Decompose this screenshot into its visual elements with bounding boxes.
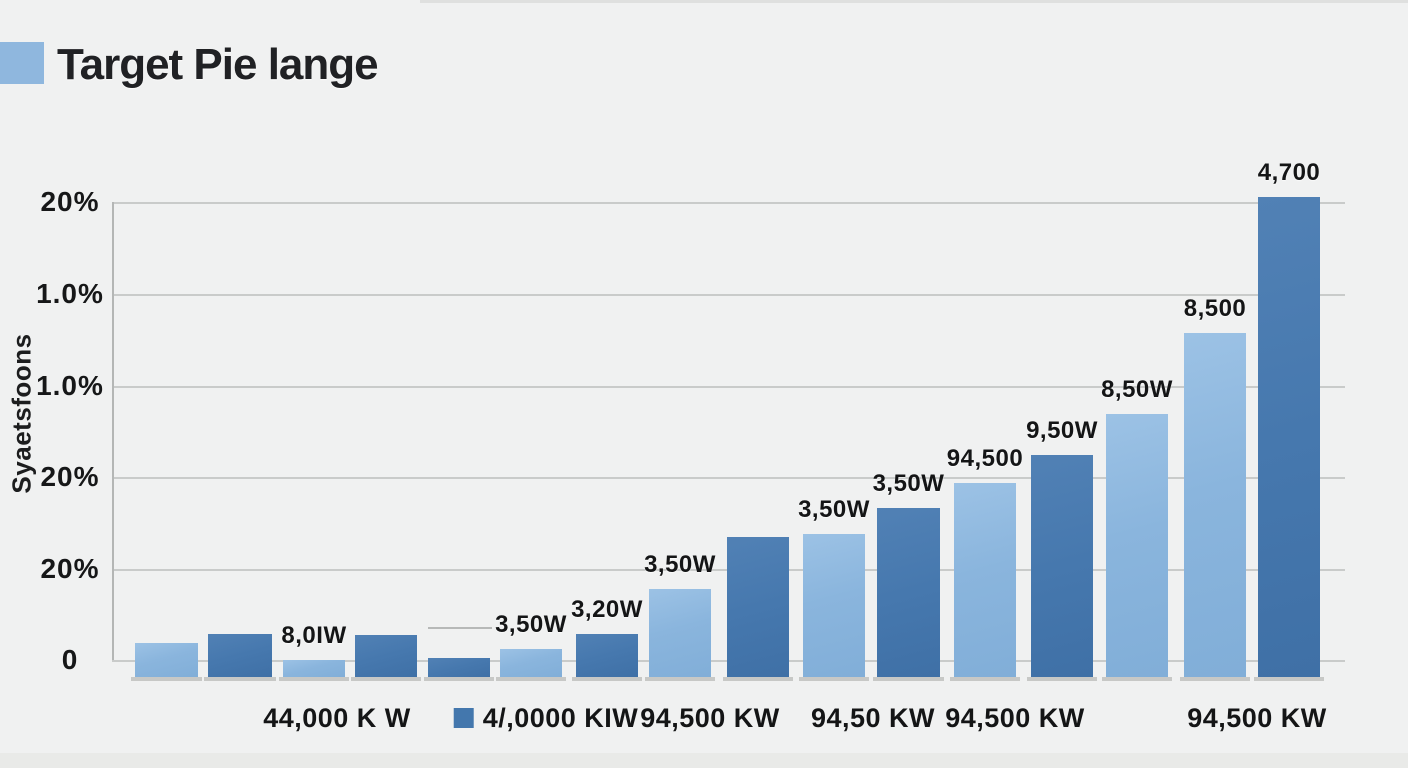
bar bbox=[723, 537, 793, 681]
y-tick-label: 20% bbox=[40, 186, 100, 217]
gridline bbox=[112, 202, 1345, 204]
x-axis-label: 94,500 KW bbox=[1187, 703, 1327, 733]
x-axis-label: 4/,0000 KIW bbox=[453, 703, 639, 733]
bar bbox=[204, 634, 276, 681]
gridline bbox=[112, 294, 1345, 296]
x-axis-label: 44,000 K W bbox=[263, 703, 411, 733]
bar-value-label: 4,700 bbox=[1257, 159, 1321, 186]
bar bbox=[572, 634, 642, 681]
floating-line bbox=[428, 627, 492, 629]
bar bbox=[496, 649, 566, 681]
x-axis-label: 94,500 KW bbox=[640, 703, 780, 733]
y-tick-label: 20% bbox=[40, 461, 100, 492]
gridline bbox=[112, 386, 1345, 388]
bar-value-label: 3,50W bbox=[872, 470, 945, 497]
bar-value-label: 94,500 bbox=[946, 445, 1024, 472]
top-hairline bbox=[420, 0, 1408, 3]
y-axis-line bbox=[112, 202, 114, 660]
chart-title: Target Pie lange bbox=[57, 40, 379, 89]
x-axis-label: 94,50 KW bbox=[810, 703, 936, 733]
bar bbox=[1180, 333, 1250, 681]
bottom-band bbox=[0, 753, 1408, 768]
gridline bbox=[112, 477, 1345, 479]
y-tick-label: 1.0% bbox=[36, 370, 104, 401]
bar-value-label: 8,50W bbox=[1101, 376, 1173, 403]
bar bbox=[351, 635, 421, 681]
bar-value-label: 3,20W bbox=[571, 596, 643, 623]
y-tick-label: 0 bbox=[61, 644, 79, 675]
bar bbox=[1027, 455, 1097, 681]
title-legend-swatch bbox=[0, 42, 44, 84]
y-tick-label: 20% bbox=[40, 553, 100, 584]
bar bbox=[950, 483, 1020, 681]
bar bbox=[799, 534, 869, 681]
y-tick-label: 1.0% bbox=[36, 278, 104, 309]
bar bbox=[1102, 414, 1172, 681]
bar bbox=[1254, 197, 1324, 681]
bar bbox=[645, 589, 715, 681]
bar-value-label: 3,50W bbox=[644, 551, 716, 578]
bar bbox=[424, 658, 494, 681]
bar bbox=[873, 508, 944, 681]
bar-value-label: 8,0IW bbox=[281, 622, 347, 649]
bar bbox=[131, 643, 202, 681]
x-axis-label: 94,500 KW bbox=[945, 703, 1085, 733]
bar-value-label: 8,500 bbox=[1183, 295, 1247, 322]
bar bbox=[279, 660, 349, 681]
bar-value-label: 9,50W bbox=[1026, 417, 1098, 444]
bar-value-label: 3,50W bbox=[495, 611, 567, 638]
legend-swatch bbox=[453, 708, 474, 728]
bar-value-label: 3,50W bbox=[798, 496, 870, 523]
